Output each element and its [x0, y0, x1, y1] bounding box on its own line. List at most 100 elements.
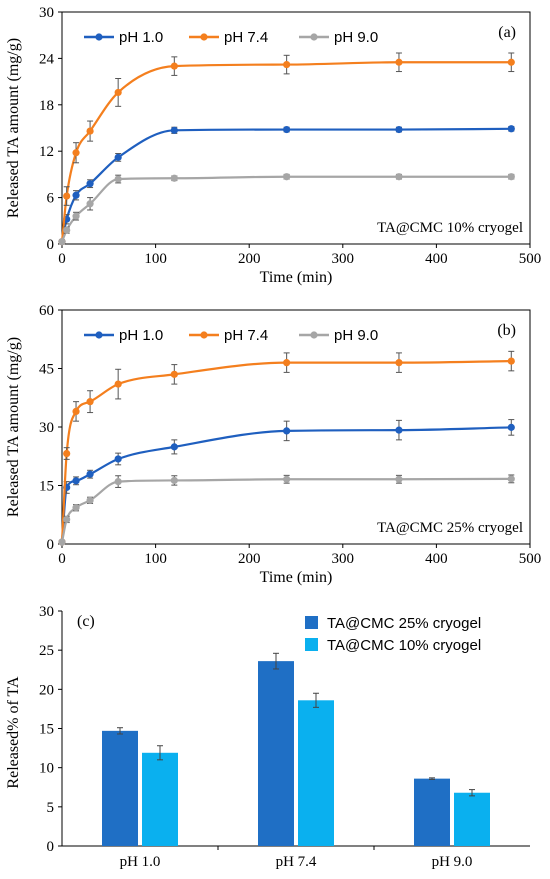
x-tick-label: 200: [238, 551, 261, 567]
series-line-ph-1-0: [60, 426, 512, 543]
y-tick-label: 0: [47, 237, 55, 253]
data-point-ph-1-0: [283, 427, 291, 435]
data-point-ph-7-4: [114, 88, 122, 97]
legend-swatch: [305, 616, 318, 629]
x-tick-label: 500: [519, 251, 542, 267]
data-point-ph-9-0: [170, 174, 178, 182]
bar-ta-cmc-25-cryogel-ph-1-0: [102, 730, 138, 846]
bar-ta-cmc-10-cryogel-ph-9-0: [454, 792, 490, 846]
data-point-ph-9-0: [395, 475, 403, 483]
panel-label: (a): [498, 24, 516, 41]
legend-marker: [95, 33, 103, 41]
data-point-ph-1-0: [170, 443, 178, 451]
series-line-ph-9-0: [60, 175, 512, 243]
x-tick-label: 300: [332, 551, 355, 567]
plot-frame: [61, 309, 531, 545]
plot-frame: [61, 11, 531, 245]
legend-label: TA@CMC 25% cryogel: [327, 615, 481, 632]
data-point-ph-7-4: [63, 449, 71, 458]
data-point-ph-1-0: [114, 153, 122, 161]
y-tick-label: 24: [39, 51, 55, 67]
legend-label: pH 1.0: [119, 327, 163, 344]
data-point-ph-7-4: [170, 370, 178, 378]
series-line-ph-9-0: [60, 477, 512, 543]
chart-panel-c: 0 5 10 15 20 25 30 Released% of TA pH 1.0 pH 7.4 p…: [5, 604, 530, 870]
data-point-ph-7-4: [507, 357, 515, 365]
y-tick-label: 0: [47, 537, 55, 553]
data-point-ph-7-4: [283, 60, 291, 69]
x-axis-label: Time (min): [260, 569, 333, 586]
data-point-ph-9-0: [395, 173, 403, 181]
x-tick-label: 500: [519, 551, 542, 567]
legend-marker: [95, 331, 103, 339]
y-tick-label: 12: [39, 144, 54, 160]
data-point-ph-7-4: [283, 359, 291, 367]
data-point-ph-1-0: [507, 125, 515, 133]
data-point-ph-9-0: [507, 173, 515, 181]
legend-marker: [310, 331, 318, 339]
series-line-ph-7-4: [60, 359, 512, 543]
data-point-ph-1-0: [283, 125, 291, 134]
y-tick-label: 30: [39, 604, 54, 620]
data-point-ph-9-0: [63, 515, 71, 524]
y-tick-label: 30: [39, 5, 54, 21]
panel-label: (b): [497, 322, 516, 339]
x-axis-label: Time (min): [260, 269, 333, 286]
data-point-ph-9-0: [114, 175, 122, 183]
data-point-ph-7-4: [72, 407, 80, 415]
data-point-ph-1-0: [86, 180, 94, 188]
data-point-ph-9-0: [86, 496, 94, 504]
data-point-ph-7-4: [395, 58, 403, 66]
y-tick-label: 30: [39, 420, 54, 436]
x-tick-label: 400: [425, 551, 448, 567]
data-point-ph-9-0: [86, 200, 94, 208]
data-point-ph-1-0: [507, 423, 515, 431]
data-point-ph-9-0: [72, 504, 80, 512]
panel-label: (c): [77, 613, 95, 630]
panel-annotation: TA@CMC 25% cryogel: [377, 520, 523, 536]
legend-label: pH 9.0: [334, 29, 378, 46]
x-tick-label: 300: [332, 251, 355, 267]
bar-ta-cmc-25-cryogel-ph-7-4: [258, 661, 294, 846]
chart-panel-a: 0 100 200 300 400 500 0 6 12 18 24 30 Time (min) Rele…: [5, 5, 541, 286]
data-point-ph-7-4: [395, 359, 403, 367]
legend-marker: [200, 33, 208, 41]
data-point-ph-7-4: [63, 192, 71, 200]
legend-swatch: [305, 638, 318, 651]
bar-ta-cmc-10-cryogel-ph-7-4: [298, 700, 334, 846]
x-tick-label: 100: [144, 251, 167, 267]
y-tick-label: 20: [39, 682, 54, 698]
data-point-ph-9-0: [63, 226, 71, 234]
y-tick-label: 5: [47, 800, 55, 816]
y-tick-label: 45: [39, 362, 54, 378]
data-point-ph-7-4: [86, 398, 94, 406]
x-tick-label: 100: [144, 551, 167, 567]
data-point-ph-9-0: [170, 476, 178, 485]
data-point-ph-9-0: [114, 478, 122, 486]
bar-ta-cmc-10-cryogel-ph-1-0: [142, 752, 178, 846]
x-tick-label: 200: [238, 251, 261, 267]
data-point-ph-1-0: [72, 191, 80, 199]
legend-label: pH 1.0: [119, 29, 163, 46]
legend-label: pH 7.4: [224, 29, 268, 46]
data-point-ph-9-0: [58, 238, 66, 246]
x-tick-label: 400: [425, 251, 448, 267]
data-point-ph-7-4: [114, 380, 122, 388]
legend-label: pH 7.4: [224, 327, 268, 344]
y-axis-label: Released TA amount (mg/g): [5, 337, 22, 517]
x-tick-label: pH 9.0: [432, 854, 473, 870]
x-tick-label: 0: [58, 551, 66, 567]
panel-annotation: TA@CMC 10% cryogel: [377, 220, 523, 236]
data-point-ph-1-0: [72, 477, 80, 485]
data-point-ph-1-0: [395, 125, 403, 134]
y-tick-label: 60: [39, 303, 54, 319]
data-point-ph-1-0: [395, 426, 403, 434]
series-line-ph-7-4: [60, 61, 512, 242]
chart-panel-b: 0 100 200 300 400 500 0 15 30 45 60 Time (min) Relea…: [5, 303, 541, 586]
y-tick-label: 25: [39, 643, 54, 659]
y-tick-label: 18: [39, 98, 54, 114]
legend-marker: [310, 33, 318, 41]
data-point-ph-7-4: [72, 149, 80, 157]
x-tick-label: pH 7.4: [276, 854, 317, 870]
